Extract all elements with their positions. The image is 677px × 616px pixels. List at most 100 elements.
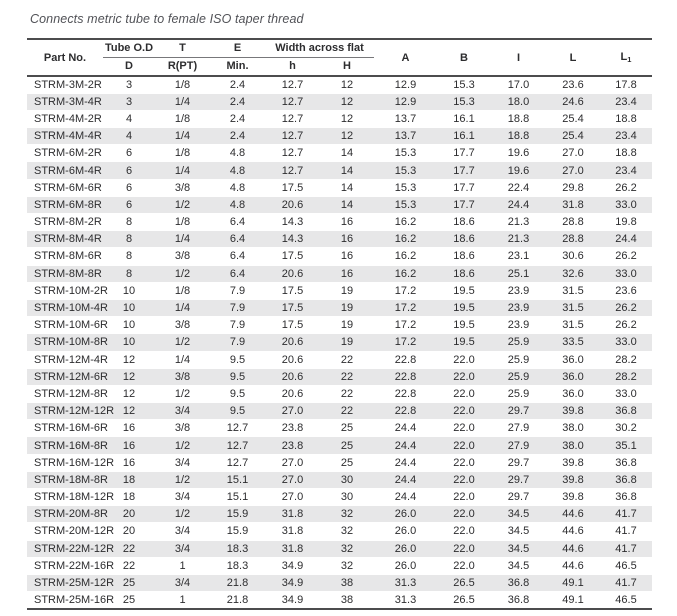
dimension-cell: 14.3 xyxy=(281,233,304,246)
dimension-cell: 6.4 xyxy=(229,216,246,229)
table-body: STRM-3M-2R 3 1/8 2.4 12.7 12 12.9 15.3 17.0 23.6 1… xyxy=(27,76,652,609)
table-row: STRM-12M-6R 12 3/8 9.5 20.6 22 22.8 22.0 25.9 36.… xyxy=(27,368,652,386)
dimension-cell: 15.3 xyxy=(394,164,417,177)
dimension-cell: 22.0 xyxy=(453,542,475,555)
dimension-cell: 22.0 xyxy=(453,405,475,418)
dimension-cell: 4.8 xyxy=(229,147,246,160)
dimension-cell: 17.5 xyxy=(281,302,304,315)
part-no-cell: STRM-16M-12R xyxy=(34,456,115,469)
dimension-cell: 28.8 xyxy=(562,233,584,246)
dimension-cell: 22 xyxy=(122,559,136,572)
dimension-cell: 31.8 xyxy=(281,542,304,555)
dimension-cell: 6.4 xyxy=(229,233,246,246)
dimension-cell: 22.8 xyxy=(394,405,417,418)
dimension-cell: 27.9 xyxy=(507,422,530,435)
col-header-l: L xyxy=(546,39,600,77)
part-no-cell: STRM-22M-16R xyxy=(34,559,115,572)
dimension-cell: 34.9 xyxy=(281,559,304,572)
table-row: STRM-25M-16R 25 1 21.8 34.9 38 31.3 26.5 36.8 49.… xyxy=(27,591,652,609)
dimension-cell: 22.0 xyxy=(453,559,475,572)
dimension-cell: 12.9 xyxy=(394,95,417,108)
dimension-cell: 33.5 xyxy=(562,336,584,349)
dimension-cell: 23.9 xyxy=(507,319,530,332)
part-no-cell: STRM-16M-6R xyxy=(34,422,108,435)
part-no-cell: STRM-10M-2R xyxy=(34,284,108,297)
col-header-e: E xyxy=(210,39,265,58)
dimension-cell: 3/4 xyxy=(174,525,191,538)
part-no-cell: STRM-6M-2R xyxy=(34,147,102,160)
dimension-cell: 31.5 xyxy=(562,319,584,332)
table-row: STRM-20M-8R 20 1/2 15.9 31.8 32 26.0 22.0 34.5 44… xyxy=(27,505,652,523)
dimension-cell: 6 xyxy=(125,198,133,211)
dimension-cell: 22 xyxy=(340,387,354,400)
dimension-cell: 44.6 xyxy=(562,508,584,521)
dimension-cell: 27.0 xyxy=(281,405,304,418)
dimension-cell: 1/2 xyxy=(174,473,191,486)
dimension-cell: 25.9 xyxy=(507,387,530,400)
part-no-cell: STRM-16M-8R xyxy=(34,439,108,452)
dimension-cell: 8 xyxy=(125,233,133,246)
table-row: STRM-10M-2R 10 1/8 7.9 17.5 19 17.2 19.5 23.9 31.… xyxy=(27,282,652,299)
part-no-cell: STRM-25M-16R xyxy=(34,593,115,606)
dimension-cell: 1/8 xyxy=(174,147,191,160)
dimension-cell: 27.0 xyxy=(281,473,304,486)
dimension-cell: 16 xyxy=(340,267,354,280)
dimension-cell: 41.7 xyxy=(615,542,637,555)
dimension-cell: 15.3 xyxy=(453,95,475,108)
dimension-cell: 31.3 xyxy=(394,577,417,590)
col-subheader-min: Min. xyxy=(210,57,265,77)
dimension-cell: 12.7 xyxy=(281,164,304,177)
dimension-cell: 14 xyxy=(340,198,354,211)
dimension-cell: 32 xyxy=(340,542,354,555)
dimension-cell: 7.9 xyxy=(229,302,246,315)
dimension-cell: 22 xyxy=(340,370,354,383)
part-no-cell: STRM-10M-6R xyxy=(34,319,108,332)
dimension-cell: 13.7 xyxy=(394,130,417,143)
table-row: STRM-25M-12R 25 3/4 21.8 34.9 38 31.3 26.5 36.8 4… xyxy=(27,574,652,592)
part-no-cell: STRM-12M-8R xyxy=(34,387,108,400)
dimension-cell: 12.7 xyxy=(281,78,304,91)
dimension-cell: 20.6 xyxy=(281,353,304,366)
col-header-t: T xyxy=(155,39,210,58)
dimension-cell: 22.0 xyxy=(453,525,475,538)
dimension-cell: 1/4 xyxy=(174,130,191,143)
dimension-cell: 18.8 xyxy=(507,112,530,125)
dimension-cell: 34.5 xyxy=(507,525,530,538)
table-row: STRM-4M-2R 4 1/8 2.4 12.7 12 13.7 16.1 18.8 25.4 1… xyxy=(27,110,652,127)
dimension-cell: 12.7 xyxy=(281,130,304,143)
table-row: STRM-3M-2R 3 1/8 2.4 12.7 12 12.9 15.3 17.0 23.6 1… xyxy=(27,76,652,93)
table-row: STRM-6M-8R 6 1/2 4.8 20.6 14 15.3 17.7 24.4 31.8 3… xyxy=(27,196,652,214)
dimension-cell: 28.2 xyxy=(615,353,637,366)
dimension-cell: 1/4 xyxy=(174,164,191,177)
dimension-cell: 31.8 xyxy=(562,198,584,211)
dimension-cell: 20.6 xyxy=(281,267,304,280)
dimension-cell: 1/8 xyxy=(174,112,191,125)
col-header-part-no: Part No. xyxy=(27,39,103,77)
dimension-cell: 19 xyxy=(340,319,354,332)
dimension-cell: 24.4 xyxy=(615,233,637,246)
dimension-cell: 33.0 xyxy=(615,267,637,280)
dimension-cell: 21.3 xyxy=(507,216,530,229)
dimension-cell: 27.0 xyxy=(281,491,304,504)
dimension-cell: 34.9 xyxy=(281,577,304,590)
dimension-cell: 12 xyxy=(122,353,136,366)
dimension-cell: 24.4 xyxy=(394,439,417,452)
dimension-cell: 2.4 xyxy=(229,130,246,143)
dimension-cell: 26.2 xyxy=(615,181,637,194)
table-row: STRM-22M-16R 22 1 18.3 34.9 32 26.0 22.0 34.5 44.… xyxy=(27,557,652,574)
part-no-cell: STRM-3M-4R xyxy=(34,95,102,108)
dimension-cell: 23.9 xyxy=(507,302,530,315)
page-title: Connects metric tube to female ISO taper… xyxy=(30,12,304,26)
dimension-cell: 12 xyxy=(340,112,354,125)
table-row: STRM-8M-8R 8 1/2 6.4 20.6 16 16.2 18.6 25.1 32.6 3… xyxy=(27,265,652,283)
dimension-cell: 18.3 xyxy=(226,542,249,555)
dimension-cell: 17.7 xyxy=(453,147,475,160)
dimension-cell: 31.5 xyxy=(562,302,584,315)
dimension-cell: 12.7 xyxy=(226,456,249,469)
table-row: STRM-3M-4R 3 1/4 2.4 12.7 12 12.9 15.3 18.0 24.6 2… xyxy=(27,93,652,111)
dimension-cell: 25 xyxy=(122,577,136,590)
dimension-cell: 1/2 xyxy=(174,336,191,349)
dimension-cell: 3/4 xyxy=(174,405,191,418)
dimension-cell: 26.0 xyxy=(394,559,417,572)
dimension-cell: 22.0 xyxy=(453,370,475,383)
